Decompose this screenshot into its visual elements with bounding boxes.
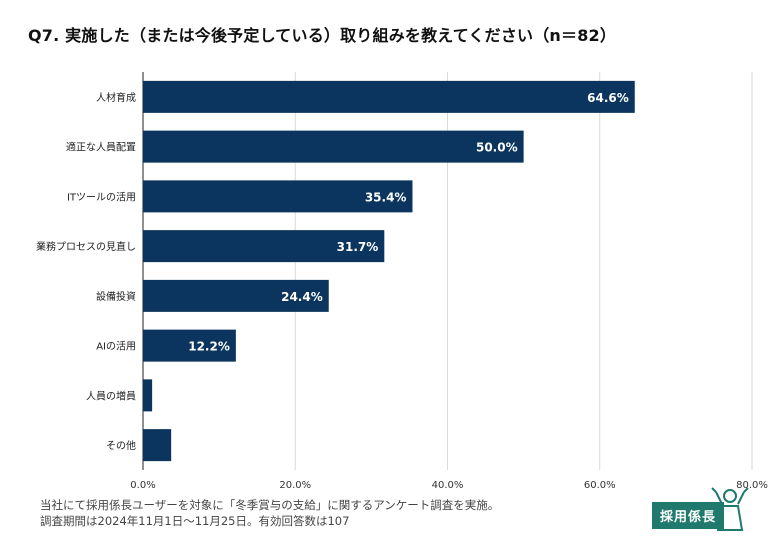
category-label: 設備投資 [96, 290, 136, 303]
category-label: 適正な人員配置 [66, 141, 136, 154]
bar [143, 80, 635, 113]
data-label: 35.4% [365, 190, 407, 204]
x-tick-label: 20.0% [279, 480, 311, 491]
bar [143, 379, 153, 412]
category-label: その他 [106, 439, 136, 452]
category-label: AIの活用 [96, 341, 136, 353]
bar [143, 130, 524, 163]
bar [143, 429, 172, 462]
brand-logo: 採用係長 [652, 484, 752, 532]
x-tick-label: 60.0% [584, 480, 616, 491]
logo-text: 採用係長 [652, 502, 724, 529]
x-tick-label: 40.0% [432, 480, 464, 491]
footer-note: 当社にて採用係長ユーザーを対象に「冬季賞与の支給」に関するアンケート調査を実施。… [40, 497, 499, 529]
category-label: 業務プロセスの見直し [36, 240, 136, 253]
data-label: 12.2% [188, 340, 230, 354]
footer-line-2: 調査期間は2024年11月1日〜11月25日。有効回答数は107 [40, 514, 350, 528]
mascot-icon [711, 487, 749, 531]
x-tick-label: 80.0% [736, 480, 768, 491]
data-label: 50.0% [476, 141, 518, 155]
bar [143, 279, 329, 312]
bar [143, 180, 413, 213]
category-label: 人員の増員 [86, 389, 136, 402]
footer-line-1: 当社にて採用係長ユーザーを対象に「冬季賞与の支給」に関するアンケート調査を実施。 [40, 498, 500, 512]
category-label: ITツールの活用 [67, 191, 136, 203]
chart-title: Q7. 実施した（または今後予定している）取り組みを教えてください（n＝82） [28, 26, 617, 45]
category-label: 人材育成 [96, 91, 136, 104]
data-label: 31.7% [337, 240, 379, 254]
bar [143, 230, 385, 263]
data-label: 64.6% [587, 91, 629, 105]
x-tick-label: 0.0% [130, 480, 155, 491]
data-label: 24.4% [281, 290, 323, 304]
bar [143, 329, 236, 362]
